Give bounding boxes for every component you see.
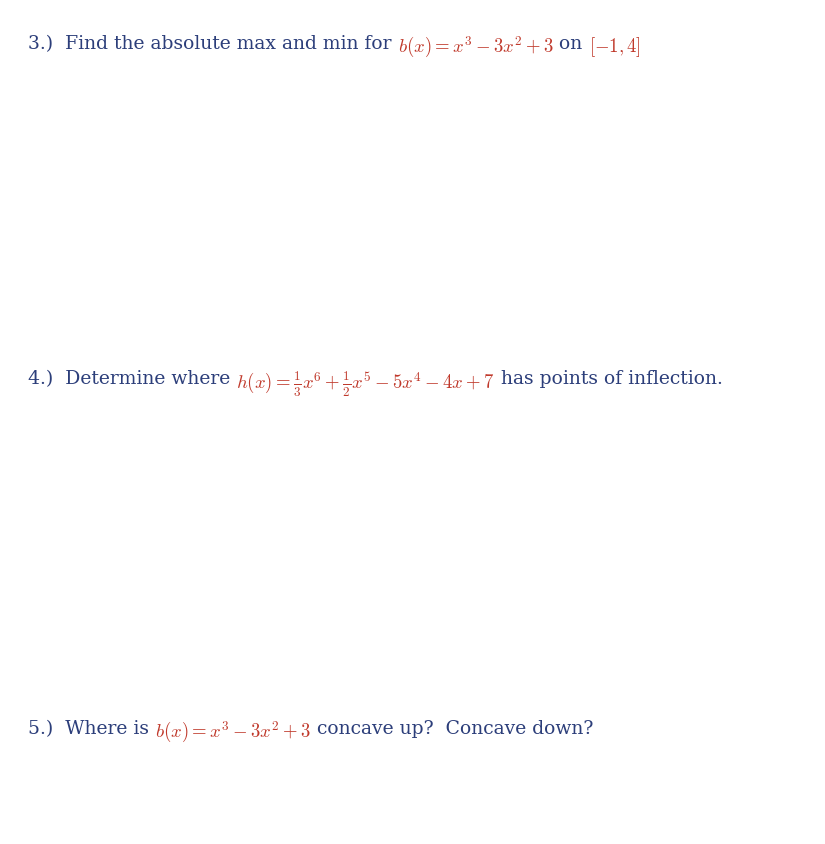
Text: $b(x) = x^3 - 3x^2 + 3$: $b(x) = x^3 - 3x^2 + 3$ xyxy=(398,35,554,60)
Text: 3.)  Find the absolute max and min for: 3.) Find the absolute max and min for xyxy=(28,35,398,53)
Text: 4.)  Determine where: 4.) Determine where xyxy=(28,370,236,388)
Text: $h(x) = \frac{1}{3}x^6 + \frac{1}{2}x^5 - 5x^4 - 4x + 7$: $h(x) = \frac{1}{3}x^6 + \frac{1}{2}x^5 … xyxy=(236,370,495,399)
Text: $[-1, 4]$: $[-1, 4]$ xyxy=(588,35,640,59)
Text: on: on xyxy=(554,35,588,53)
Text: concave up?  Concave down?: concave up? Concave down? xyxy=(311,720,593,738)
Text: has points of inflection.: has points of inflection. xyxy=(495,370,723,388)
Text: $b(x) = x^3 - 3x^2 + 3$: $b(x) = x^3 - 3x^2 + 3$ xyxy=(155,720,311,745)
Text: 5.)  Where is: 5.) Where is xyxy=(28,720,155,738)
